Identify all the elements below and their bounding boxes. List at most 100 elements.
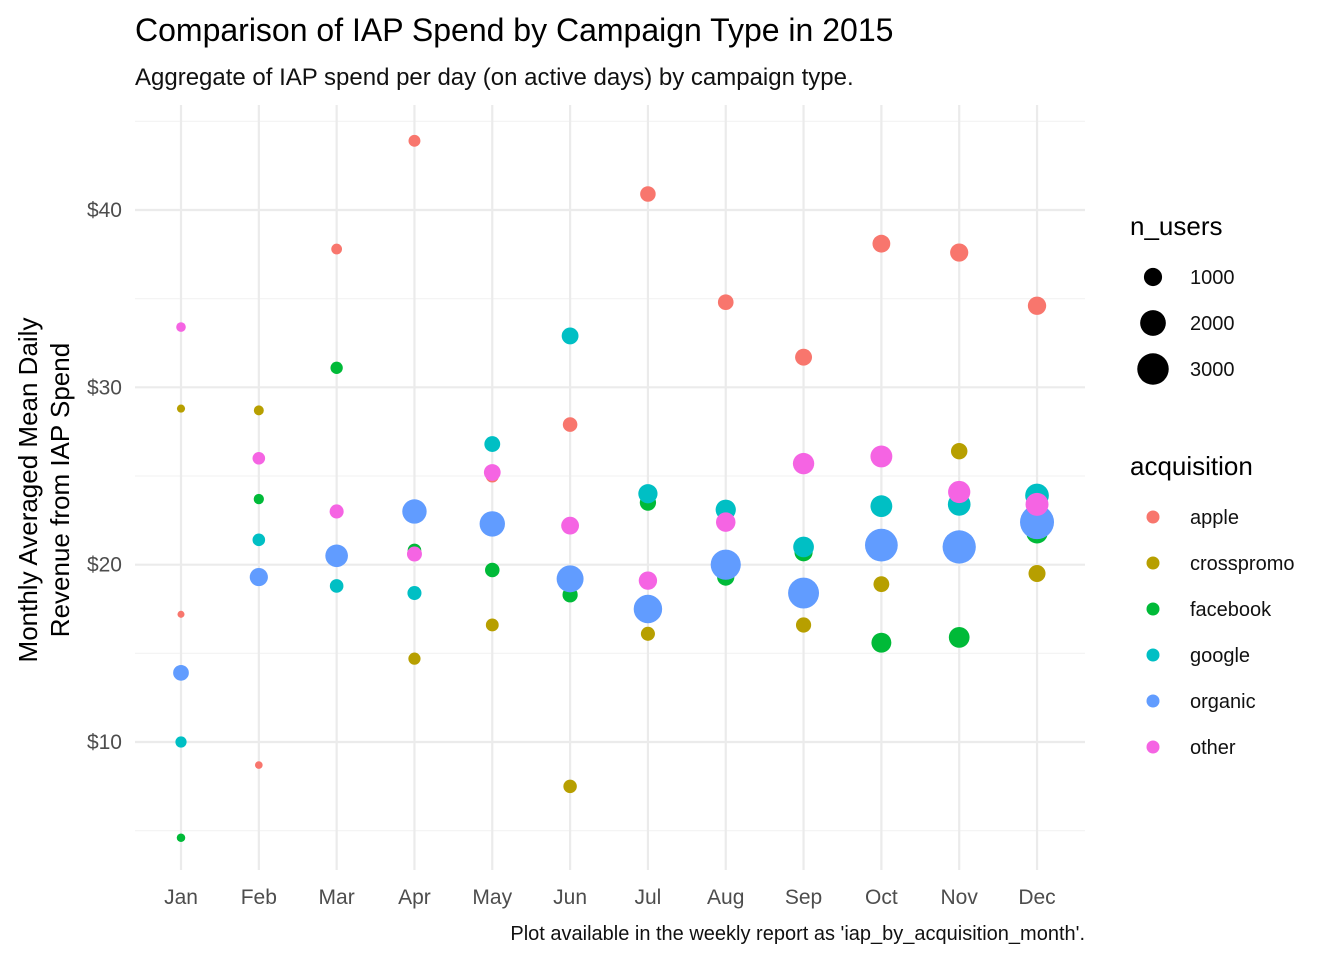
y-tick-label: $30 bbox=[87, 376, 122, 399]
point-crosspromo bbox=[950, 442, 968, 460]
size-legend-title: n_users bbox=[1130, 211, 1223, 241]
grid-lines bbox=[135, 105, 1085, 870]
x-tick-label: Apr bbox=[398, 886, 431, 909]
x-tick-label: May bbox=[472, 886, 512, 909]
point-apple bbox=[1027, 296, 1047, 315]
chart-title: Comparison of IAP Spend by Campaign Type… bbox=[135, 12, 893, 48]
point-other bbox=[252, 451, 266, 465]
point-google bbox=[484, 436, 501, 453]
point-facebook bbox=[253, 493, 264, 505]
point-organic bbox=[1020, 505, 1055, 540]
point-google bbox=[329, 579, 344, 593]
y-tick-label: $40 bbox=[87, 199, 122, 222]
x-tick-label: Sep bbox=[785, 886, 822, 909]
x-axis-ticks: Jan Feb Mar Apr May Jun Jul Aug Sep Oct Nov Dec bbox=[164, 886, 1056, 909]
size-legend-label: 2000 bbox=[1190, 313, 1235, 335]
point-other bbox=[638, 571, 658, 590]
y-axis-ticks: $10 $20 $30 $40 bbox=[87, 199, 122, 754]
point-google bbox=[870, 495, 893, 518]
point-organic bbox=[710, 549, 741, 580]
color-legend-label: facebook bbox=[1190, 599, 1272, 621]
point-other bbox=[561, 516, 580, 535]
x-tick-label: Aug bbox=[707, 886, 744, 909]
point-crosspromo bbox=[640, 626, 655, 641]
series-facebook bbox=[176, 361, 1048, 843]
x-tick-label: Dec bbox=[1018, 886, 1055, 909]
point-organic bbox=[556, 565, 584, 593]
point-other bbox=[483, 464, 501, 481]
x-tick-label: Feb bbox=[241, 886, 277, 909]
color-legend-key bbox=[1146, 694, 1160, 708]
size-legend-key bbox=[1137, 353, 1169, 385]
point-google bbox=[638, 484, 658, 504]
x-tick-label: Jan bbox=[164, 886, 198, 909]
point-crosspromo bbox=[563, 779, 577, 794]
point-crosspromo bbox=[485, 618, 499, 632]
point-other bbox=[176, 322, 186, 332]
point-other bbox=[948, 480, 971, 504]
point-google bbox=[561, 327, 579, 345]
color-legend-label: google bbox=[1190, 645, 1250, 667]
point-apple bbox=[717, 294, 734, 311]
color-legend-key bbox=[1146, 602, 1160, 616]
x-tick-label: Jul bbox=[634, 886, 661, 909]
point-google bbox=[407, 586, 422, 601]
point-organic bbox=[479, 511, 505, 537]
series-organic bbox=[173, 499, 1055, 681]
point-other bbox=[792, 452, 815, 475]
point-other bbox=[870, 445, 893, 468]
point-organic bbox=[864, 528, 898, 562]
size-legend-key bbox=[1143, 267, 1163, 287]
size-legend-label: 3000 bbox=[1190, 359, 1235, 381]
chart-subtitle: Aggregate of IAP spend per day (on activ… bbox=[135, 64, 854, 91]
size-legend-key bbox=[1140, 310, 1166, 336]
point-facebook bbox=[485, 562, 500, 578]
point-apple bbox=[872, 234, 891, 253]
point-apple bbox=[950, 243, 969, 262]
y-tick-label: $10 bbox=[87, 731, 122, 754]
point-facebook bbox=[948, 627, 970, 648]
data-points bbox=[173, 134, 1055, 843]
color-legend-key bbox=[1146, 556, 1160, 570]
point-apple bbox=[562, 417, 578, 432]
point-crosspromo bbox=[408, 652, 421, 665]
point-apple bbox=[408, 134, 421, 147]
point-organic bbox=[325, 544, 348, 568]
point-organic bbox=[633, 594, 663, 624]
series-apple bbox=[177, 134, 1047, 769]
point-organic bbox=[788, 577, 820, 609]
size-legend-label: 1000 bbox=[1190, 267, 1235, 289]
point-crosspromo bbox=[873, 576, 890, 593]
size-legend: 1000 2000 3000 bbox=[1137, 267, 1235, 385]
point-organic bbox=[402, 499, 427, 524]
x-tick-label: Nov bbox=[941, 886, 979, 909]
point-other bbox=[1025, 492, 1049, 516]
series-google bbox=[175, 327, 1049, 748]
y-tick-label: $20 bbox=[87, 554, 122, 577]
point-apple bbox=[177, 610, 185, 618]
point-other bbox=[329, 504, 344, 519]
point-crosspromo bbox=[795, 617, 812, 633]
point-crosspromo bbox=[1028, 565, 1046, 583]
x-tick-label: Oct bbox=[865, 886, 898, 909]
point-apple bbox=[795, 348, 813, 366]
point-google bbox=[175, 736, 187, 748]
point-facebook bbox=[871, 632, 892, 653]
point-facebook bbox=[330, 361, 343, 374]
y-axis-title-line-2: Revenue from IAP Spend bbox=[45, 343, 75, 637]
point-other bbox=[406, 546, 422, 562]
point-google bbox=[252, 533, 266, 547]
color-legend-key bbox=[1146, 510, 1160, 524]
point-other bbox=[715, 512, 736, 532]
series-crosspromo bbox=[176, 362, 1046, 794]
y-axis-title-line-1: Monthly Averaged Mean Daily bbox=[13, 318, 43, 663]
color-legend-label: other bbox=[1190, 737, 1236, 759]
point-organic bbox=[249, 567, 268, 587]
point-apple bbox=[254, 761, 263, 769]
point-crosspromo bbox=[253, 405, 264, 416]
color-legend: apple crosspromo facebook google organic othe… bbox=[1146, 507, 1294, 759]
x-tick-label: Mar bbox=[319, 886, 355, 909]
point-google bbox=[793, 536, 814, 558]
